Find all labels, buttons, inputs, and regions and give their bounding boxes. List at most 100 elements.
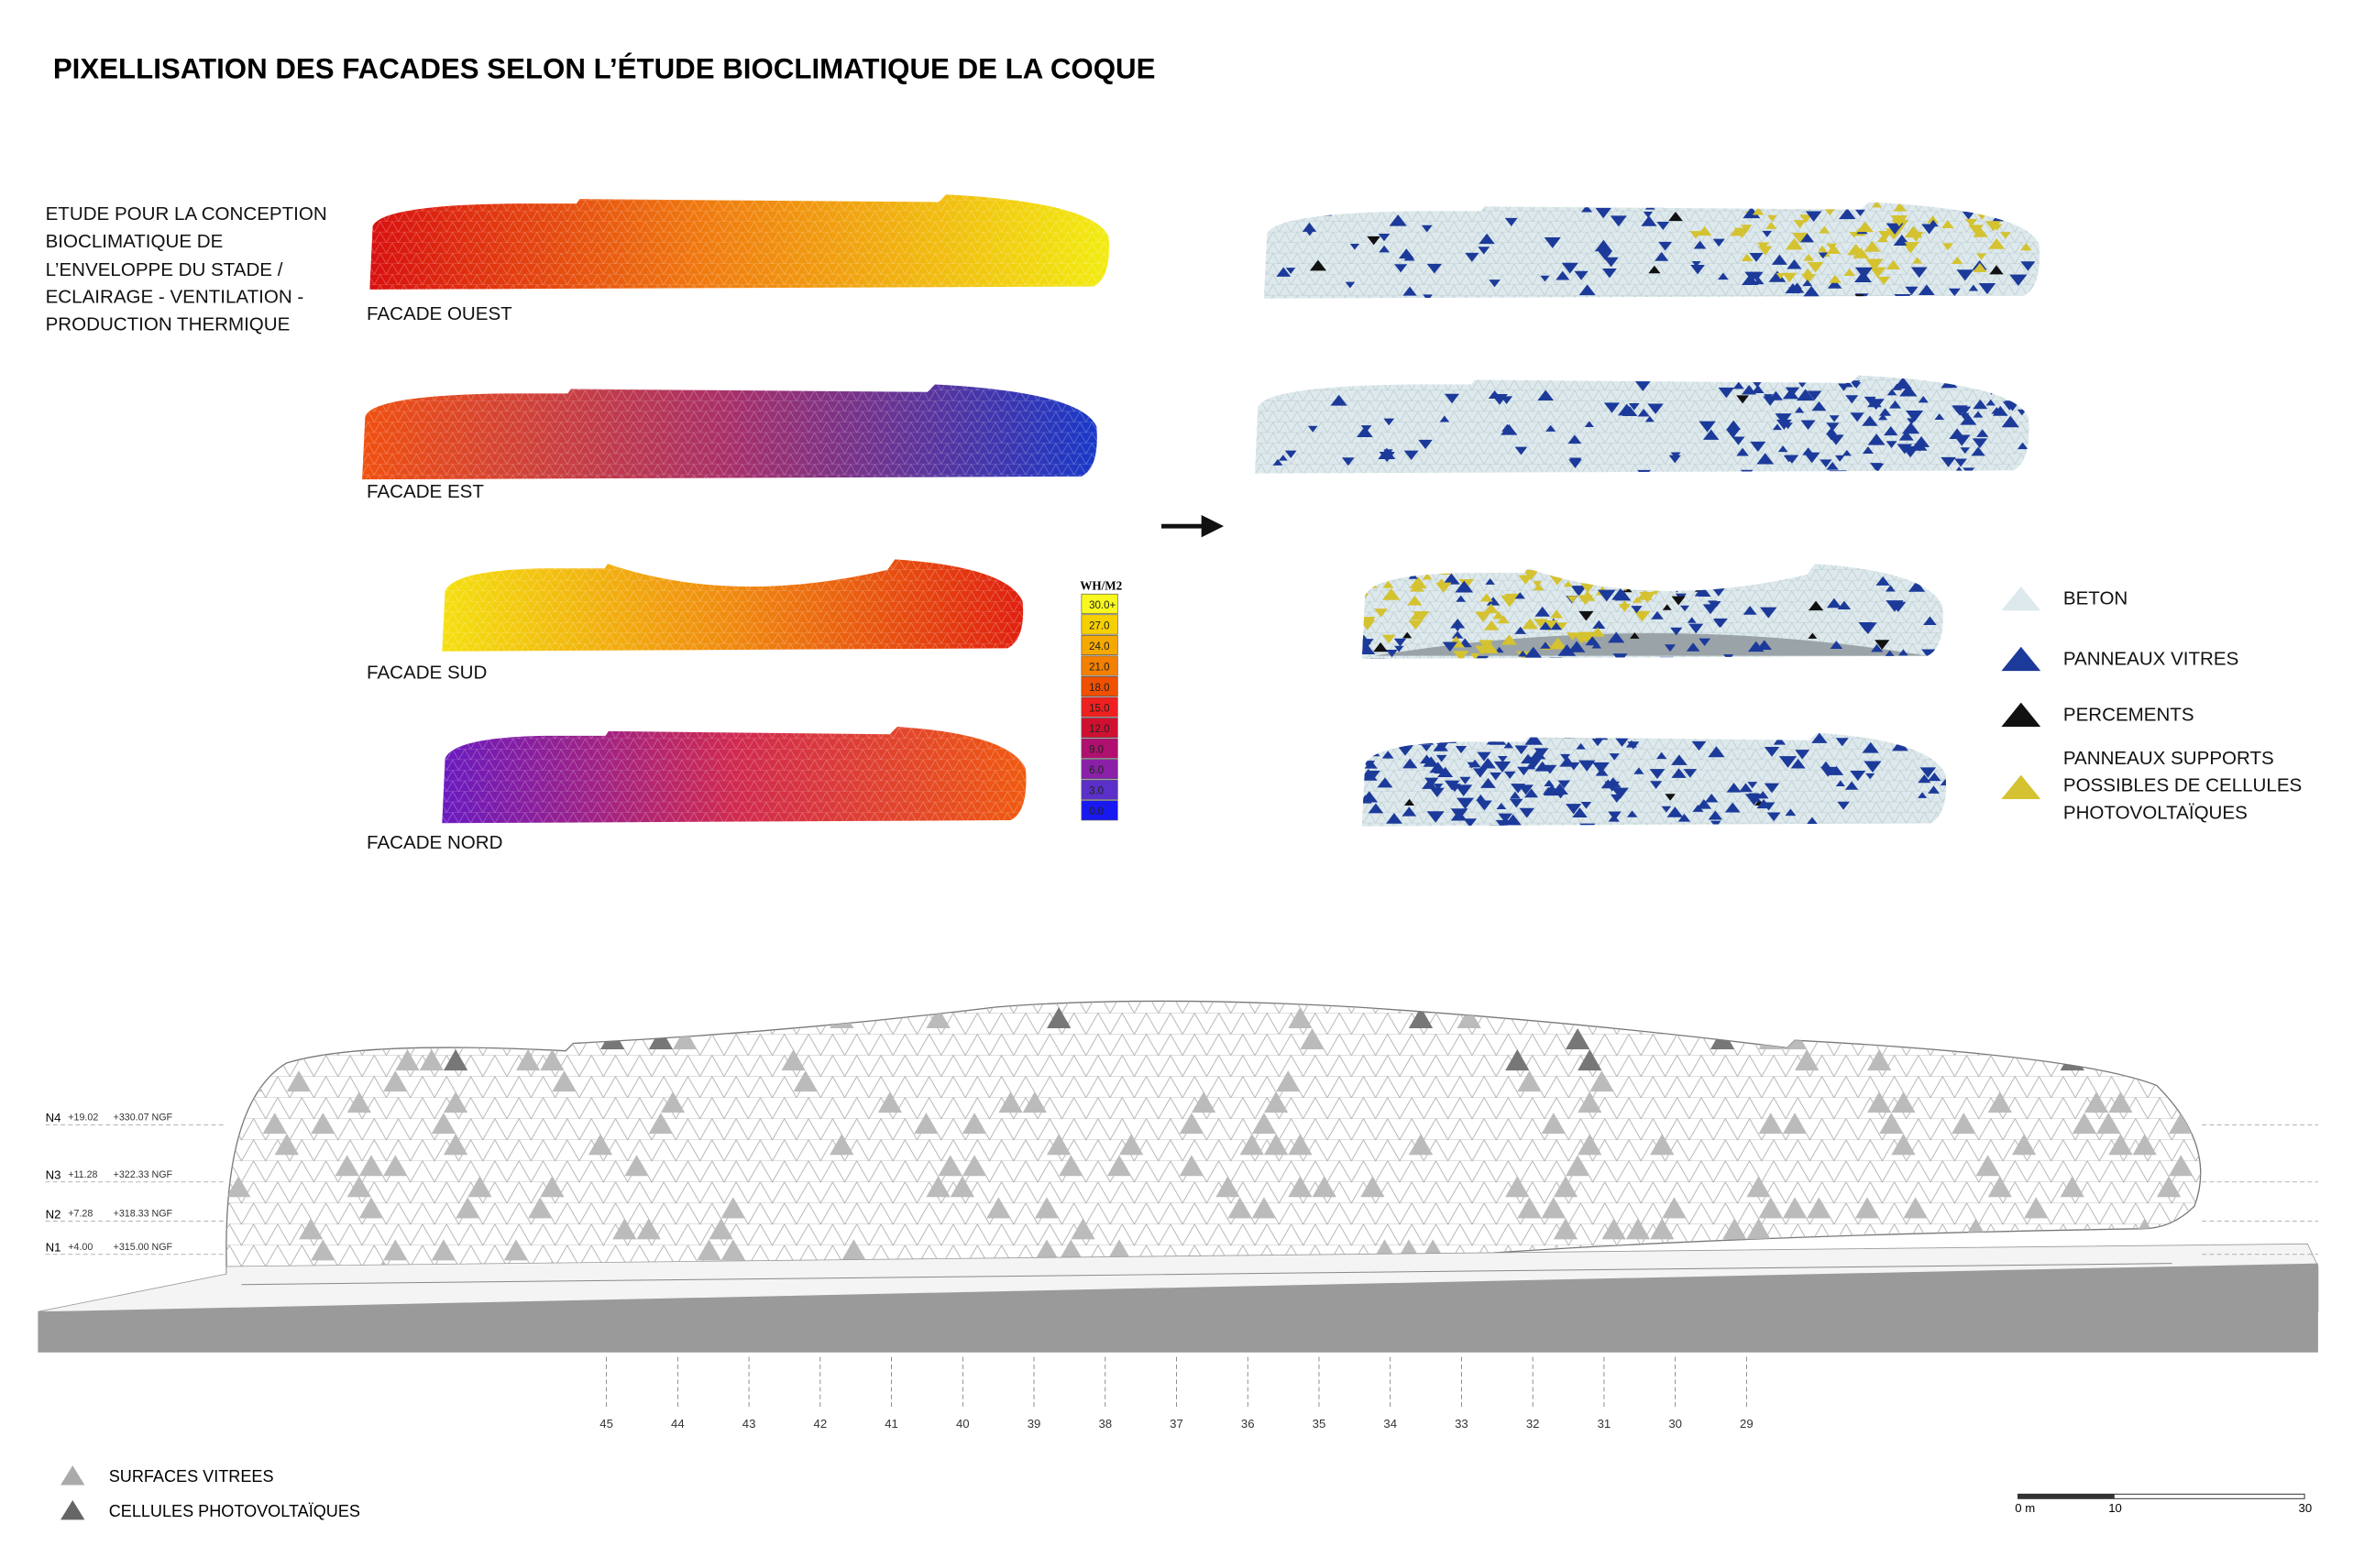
panel xyxy=(1943,378,1958,389)
panel xyxy=(1897,444,1913,455)
glass-triangle xyxy=(2241,1197,2265,1218)
panel xyxy=(1803,285,1820,297)
panel xyxy=(1856,221,1874,233)
glass-triangle xyxy=(2349,1091,2353,1113)
panel xyxy=(1549,657,1563,659)
axis-label: 31 xyxy=(1598,1417,1611,1431)
panel xyxy=(1792,233,1808,244)
panel xyxy=(1838,208,1856,220)
panel xyxy=(1633,597,1643,603)
glass-triangle xyxy=(431,1113,456,1135)
panel xyxy=(1514,592,1525,599)
glass-triangle xyxy=(1059,1239,1083,1261)
glass-triangle xyxy=(2349,1007,2353,1028)
panel xyxy=(1591,641,1602,649)
panel xyxy=(1829,765,1844,775)
glass-triangle xyxy=(962,1113,987,1135)
panel xyxy=(1763,396,1778,406)
panel xyxy=(1379,245,1390,253)
panel xyxy=(1907,448,1918,455)
glass-triangle xyxy=(1505,1049,1530,1071)
panel xyxy=(1655,567,1666,576)
level-ngf: +322.33 NGF xyxy=(114,1169,173,1180)
panel xyxy=(1479,758,1496,769)
glass-triangle xyxy=(697,1239,721,1261)
panel xyxy=(1404,798,1415,806)
glass-triangle xyxy=(456,1197,480,1219)
panel xyxy=(1837,801,1850,810)
glass-triangle xyxy=(2290,1070,2314,1091)
panel xyxy=(1608,811,1622,821)
glass-triangle xyxy=(1300,1028,1325,1050)
panel xyxy=(1923,616,1937,625)
panel xyxy=(1448,784,1461,793)
panel xyxy=(1785,238,1803,250)
panel xyxy=(1436,743,1448,751)
panel xyxy=(1795,750,1810,760)
panel xyxy=(1696,798,1712,809)
facade-label: FACADE OUEST xyxy=(367,303,512,324)
panel xyxy=(1433,784,1444,791)
glass-triangle xyxy=(1866,1049,1892,1071)
glass-triangle xyxy=(926,1006,951,1029)
legend-icon xyxy=(2001,774,2041,799)
panel xyxy=(1963,467,1975,474)
panel xyxy=(1726,783,1742,793)
panel xyxy=(1888,400,1902,409)
glass-triangle xyxy=(1625,1218,1651,1240)
panel xyxy=(1918,773,1931,784)
panel xyxy=(1424,777,1439,787)
panel xyxy=(1826,243,1838,251)
level-name: N2 xyxy=(46,1207,61,1221)
axis-label: 37 xyxy=(1170,1417,1183,1431)
panel xyxy=(1637,469,1651,474)
panel xyxy=(1544,237,1561,248)
panel xyxy=(1704,794,1719,803)
panel xyxy=(1567,762,1580,771)
panel xyxy=(1421,744,1432,751)
panel xyxy=(1712,619,1727,629)
panel xyxy=(1829,415,1840,422)
panel xyxy=(1827,279,1842,289)
panel xyxy=(1651,610,1664,620)
panel xyxy=(1738,571,1749,579)
panel xyxy=(1490,772,1502,781)
panel xyxy=(1525,762,1536,770)
panel xyxy=(1592,620,1606,629)
glass-triangle xyxy=(1215,1176,1240,1198)
panel xyxy=(1410,612,1422,620)
panel xyxy=(1658,241,1673,251)
panel xyxy=(1278,455,1288,461)
glass-triangle xyxy=(370,1006,396,1029)
level-height: +4.00 xyxy=(68,1242,93,1253)
glass-triangle xyxy=(1589,1070,1614,1092)
panel xyxy=(1910,267,1928,279)
panel xyxy=(1381,588,1401,600)
panel xyxy=(1688,577,1706,590)
panel xyxy=(1862,741,1879,753)
panel xyxy=(1932,737,1947,746)
glass-triangle xyxy=(274,1134,299,1156)
glass-triangle xyxy=(648,1113,674,1135)
panel xyxy=(1641,215,1657,226)
panel xyxy=(1594,732,1609,740)
glass-triangle xyxy=(1578,1091,1602,1113)
panel xyxy=(1630,632,1640,639)
panel xyxy=(1852,382,1862,389)
panel xyxy=(1426,811,1445,823)
panel xyxy=(1619,600,1631,608)
panel xyxy=(1741,225,1753,233)
glass-triangle xyxy=(2060,1049,2084,1071)
glass-triangle xyxy=(528,1197,553,1219)
panel xyxy=(1488,390,1501,400)
glass-triangle xyxy=(2217,1113,2241,1134)
glass-triangle xyxy=(552,1070,577,1092)
facade-mesh xyxy=(442,559,1024,652)
panel xyxy=(1654,566,1670,577)
glass-triangle xyxy=(1782,1197,1808,1219)
panel xyxy=(1611,587,1630,600)
level-name: N4 xyxy=(46,1111,61,1124)
panel xyxy=(1803,254,1814,261)
glass-triangle xyxy=(1276,1070,1301,1092)
panel xyxy=(1988,238,2006,249)
